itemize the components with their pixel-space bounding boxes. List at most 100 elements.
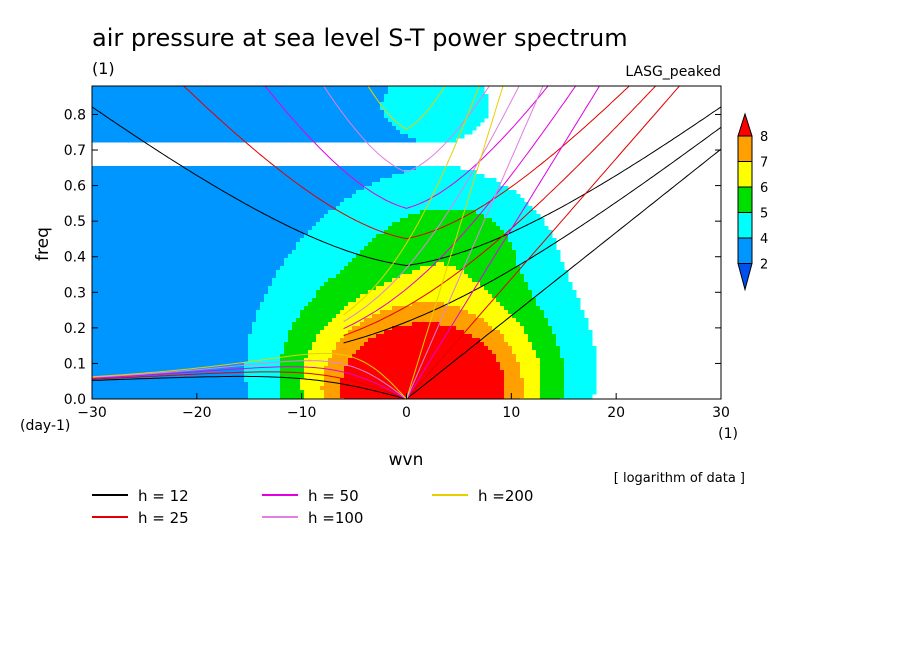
contour-band-cell	[528, 286, 573, 291]
contour-band-cell	[540, 394, 565, 399]
contour-band-cell	[344, 266, 421, 271]
contour-band-cell	[92, 106, 381, 111]
contour-band-cell	[520, 266, 565, 271]
contour-band-cell	[276, 274, 337, 279]
contour-band-cell	[284, 346, 313, 351]
contour-band-cell	[280, 374, 305, 379]
contour-band-cell	[252, 326, 293, 331]
contour-band-cell	[284, 350, 309, 355]
contour-band-cell	[336, 206, 533, 211]
contour-band-cell	[400, 218, 493, 223]
contour-band-cell	[536, 350, 561, 355]
contour-band-cell	[92, 326, 253, 331]
contour-band-cell	[300, 310, 341, 315]
contour-band-cell	[516, 354, 537, 359]
contour-band-cell	[292, 326, 325, 331]
contour-band-cell	[92, 270, 277, 275]
contour-band-cell	[308, 350, 333, 355]
contour-band-cell	[528, 334, 557, 339]
contour-band-cell	[508, 310, 545, 315]
contour-band-cell	[472, 334, 505, 339]
contour-band-cell	[388, 86, 485, 91]
x-unit-label: (1)	[718, 426, 738, 442]
contour-band-cell	[312, 226, 389, 231]
contour-band-cell	[560, 354, 597, 359]
contour-band-cell	[280, 354, 309, 359]
y-axis-label: freq	[33, 227, 53, 261]
contour-band-cell	[280, 362, 305, 367]
contour-band-cell	[540, 390, 565, 395]
contour-band-cell	[92, 258, 285, 263]
contour-band-cell	[312, 346, 337, 351]
contour-band-cell	[324, 390, 341, 395]
legend-label: h =200	[478, 487, 533, 505]
contour-band-cell	[500, 302, 537, 307]
kelvin-curve	[406, 86, 544, 399]
colorbar-segment	[737, 135, 753, 162]
contour-band-cell	[480, 282, 529, 287]
contour-band-cell	[564, 394, 593, 399]
contour-band-cell	[248, 390, 281, 395]
contour-band-cell	[500, 226, 549, 231]
colorbar-segment	[737, 237, 753, 264]
kelvin-curve	[406, 86, 601, 399]
colorbar-label: 8	[760, 130, 768, 145]
contour-band-cell	[276, 270, 341, 275]
y-tick-label: 0.4	[64, 250, 86, 266]
contour-band-cell	[384, 282, 481, 287]
contour-band-cell	[92, 342, 249, 347]
contour-band-cell	[92, 102, 381, 107]
colorbar-segment	[737, 186, 753, 213]
contour-band-cell	[92, 374, 245, 379]
contour-band-cell	[92, 298, 265, 303]
contour-band-cell	[420, 266, 457, 271]
contour-band-cell	[396, 126, 477, 131]
contour-band-cell	[264, 298, 313, 303]
contour-band-cell	[520, 374, 541, 379]
contour-band-cell	[304, 374, 325, 379]
contour-band-cell	[248, 386, 281, 391]
contour-band-cell	[252, 330, 289, 335]
contour-band-cell	[244, 378, 281, 383]
contour-band-cell	[304, 370, 325, 375]
contour-band-cell	[328, 362, 349, 367]
contour-band-cell	[92, 322, 253, 327]
colorbar-bottom-triangle	[737, 263, 753, 292]
contour-band-cell	[92, 394, 249, 399]
contour-band-cell	[540, 306, 581, 311]
contour-band-cell	[92, 182, 373, 187]
contour-band-cell	[436, 262, 445, 267]
contour-band-cell	[324, 366, 345, 371]
contour-band-cell	[92, 174, 393, 179]
contour-band-cell	[564, 370, 597, 375]
contour-band-cell	[324, 326, 353, 331]
y-tick-label: 0.0	[64, 392, 86, 408]
contour-band-cell	[92, 254, 289, 259]
inertia-gravity-curve	[367, 86, 446, 130]
contour-band-cell	[300, 314, 337, 319]
contour-band-cell	[92, 366, 245, 371]
contour-band-cell	[92, 210, 329, 215]
contour-band-cell	[92, 234, 305, 239]
contour-band-cell	[516, 358, 541, 363]
contour-band-cell	[400, 130, 473, 135]
contour-band-cell	[92, 110, 385, 115]
contour-band-cell	[560, 346, 597, 351]
contour-band-cell	[248, 350, 285, 355]
y-tick-label: 0.2	[64, 321, 86, 337]
contour-band-cell	[520, 270, 569, 275]
colorbar-top-triangle	[737, 112, 753, 137]
contour-band-cell	[512, 346, 533, 351]
contour-band-cell	[280, 266, 345, 271]
contour-band-cell	[340, 382, 505, 387]
colorbar-segment	[737, 212, 753, 239]
contour-band-cell	[472, 278, 525, 283]
contour-band-cell	[476, 210, 537, 215]
contour-band-cell	[364, 342, 485, 347]
contour-band-cell	[516, 250, 561, 255]
contour-band-cell	[248, 342, 285, 347]
contour-band-cell	[552, 326, 589, 331]
y-tick-label: 0.3	[64, 285, 86, 301]
contour-band-cell	[564, 362, 597, 367]
colorbar-segment	[737, 161, 753, 188]
